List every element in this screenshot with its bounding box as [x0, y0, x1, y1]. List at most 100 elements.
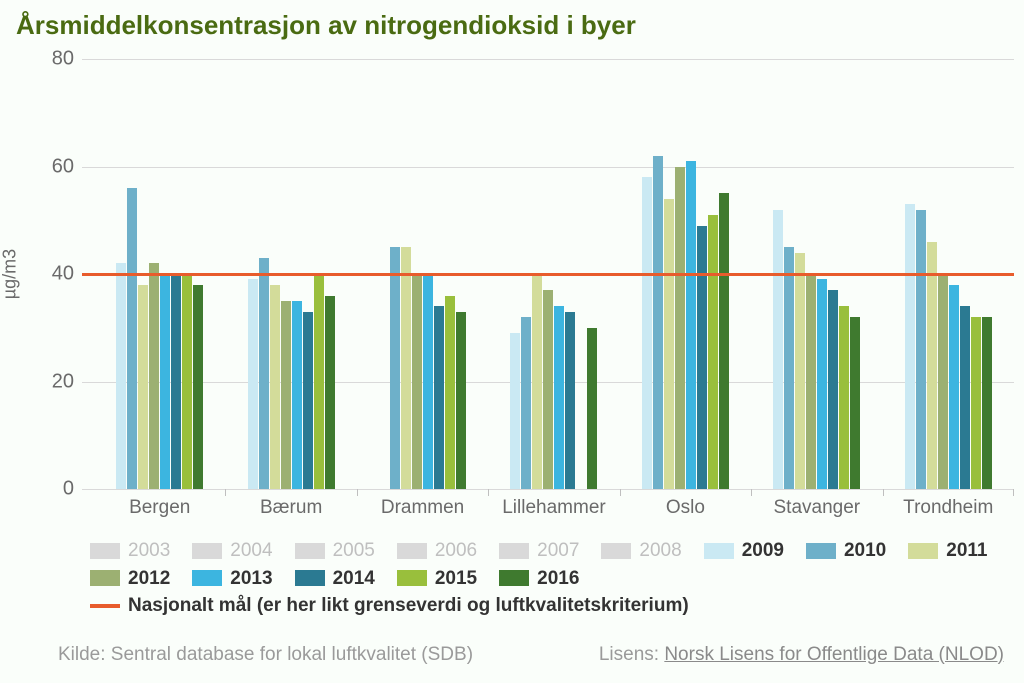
chart-container: Årsmiddelkonsentrasjon av nitrogendioksi…	[0, 0, 1024, 666]
plot-area: 020406080	[94, 59, 1014, 489]
bar[interactable]	[248, 279, 258, 489]
legend-label: 2013	[230, 565, 272, 593]
bar[interactable]	[303, 312, 313, 489]
y-axis-label: µg/m3	[0, 249, 21, 299]
bar[interactable]	[686, 161, 696, 489]
bar[interactable]	[850, 317, 860, 489]
bar[interactable]	[510, 333, 520, 489]
legend-item[interactable]: 2005	[295, 537, 375, 565]
y-tick-label: 40	[34, 263, 74, 286]
legend-label: 2004	[230, 537, 272, 565]
bar[interactable]	[445, 296, 455, 490]
grid-line	[82, 489, 1014, 490]
legend-item[interactable]: 2012	[90, 565, 170, 593]
x-axis-label: Bergen	[94, 497, 225, 519]
legend-swatch	[499, 570, 529, 586]
legend-item[interactable]: 2013	[192, 565, 272, 593]
legend-label: 2016	[537, 565, 579, 593]
bar[interactable]	[565, 312, 575, 489]
legend-swatch	[90, 570, 120, 586]
bar[interactable]	[817, 279, 827, 489]
legend-series-row: 2003 2004 2005 2006 2007 2008 2009 2010 2011 2012…	[90, 537, 1014, 592]
legend-label: 2006	[435, 537, 477, 565]
bar[interactable]	[281, 301, 291, 489]
bar[interactable]	[532, 274, 542, 489]
x-axis-label: Trondheim	[883, 497, 1014, 519]
bar[interactable]	[292, 301, 302, 489]
bar[interactable]	[697, 226, 707, 489]
bar[interactable]	[675, 167, 685, 490]
reference-line	[82, 273, 1014, 276]
bar[interactable]	[193, 285, 203, 489]
x-axis-label: Stavanger	[751, 497, 882, 519]
legend-item[interactable]: 2004	[192, 537, 272, 565]
bar[interactable]	[521, 317, 531, 489]
bar[interactable]	[138, 285, 148, 489]
bar[interactable]	[434, 306, 444, 489]
legend-label: 2003	[128, 537, 170, 565]
bar[interactable]	[719, 193, 729, 489]
legend-refline-row: Nasjonalt mål (er her likt grenseverdi o…	[90, 592, 1014, 620]
bar[interactable]	[839, 306, 849, 489]
legend-item[interactable]: 2007	[499, 537, 579, 565]
legend-item[interactable]: 2003	[90, 537, 170, 565]
legend-item[interactable]: 2010	[806, 537, 886, 565]
bar[interactable]	[916, 210, 926, 490]
bar[interactable]	[784, 247, 794, 489]
bar[interactable]	[971, 317, 981, 489]
y-tick-label: 0	[34, 478, 74, 501]
bar[interactable]	[828, 290, 838, 489]
legend-label: 2012	[128, 565, 170, 593]
license-link[interactable]: Norsk Lisens for Offentlige Data (NLOD)	[664, 644, 1004, 665]
bar[interactable]	[806, 274, 816, 489]
bar[interactable]	[982, 317, 992, 489]
bar[interactable]	[795, 253, 805, 490]
legend-item[interactable]: 2006	[397, 537, 477, 565]
legend-item-refline[interactable]: Nasjonalt mål (er her likt grenseverdi o…	[90, 592, 689, 620]
bar[interactable]	[456, 312, 466, 489]
bar[interactable]	[938, 274, 948, 489]
bar[interactable]	[905, 204, 915, 489]
legend-item[interactable]: 2011	[908, 537, 987, 565]
bar[interactable]	[270, 285, 280, 489]
y-tick-label: 80	[34, 48, 74, 71]
legend-label: 2005	[333, 537, 375, 565]
bar[interactable]	[949, 285, 959, 489]
bar[interactable]	[554, 306, 564, 489]
legend-label: 2009	[742, 537, 784, 565]
bar[interactable]	[127, 188, 137, 489]
bar[interactable]	[390, 247, 400, 489]
bar[interactable]	[773, 210, 783, 490]
bar[interactable]	[259, 258, 269, 489]
bar[interactable]	[642, 177, 652, 489]
legend: 2003 2004 2005 2006 2007 2008 2009 2010 2011 2012…	[90, 537, 1014, 620]
bar[interactable]	[171, 274, 181, 489]
legend-item[interactable]: 2014	[295, 565, 375, 593]
bar[interactable]	[160, 274, 170, 489]
bar[interactable]	[664, 199, 674, 489]
legend-item[interactable]: 2015	[397, 565, 477, 593]
x-axis-label: Drammen	[357, 497, 488, 519]
bar[interactable]	[182, 274, 192, 489]
bar[interactable]	[325, 296, 335, 490]
bar[interactable]	[401, 247, 411, 489]
legend-swatch	[295, 570, 325, 586]
legend-item[interactable]: 2009	[704, 537, 784, 565]
legend-swatch	[601, 543, 631, 559]
legend-item[interactable]: 2016	[499, 565, 579, 593]
bar[interactable]	[653, 156, 663, 489]
legend-item[interactable]: 2008	[601, 537, 681, 565]
bar[interactable]	[960, 306, 970, 489]
bar[interactable]	[412, 274, 422, 489]
bar[interactable]	[423, 274, 433, 489]
legend-swatch	[192, 543, 222, 559]
bar[interactable]	[149, 263, 159, 489]
bar[interactable]	[587, 328, 597, 489]
bar[interactable]	[314, 274, 324, 489]
bar[interactable]	[708, 215, 718, 489]
x-axis-label: Bærum	[225, 497, 356, 519]
bar[interactable]	[116, 263, 126, 489]
source-text: Kilde: Sentral database for lokal luftkv…	[58, 644, 473, 666]
bar[interactable]	[543, 290, 553, 489]
bar[interactable]	[927, 242, 937, 489]
